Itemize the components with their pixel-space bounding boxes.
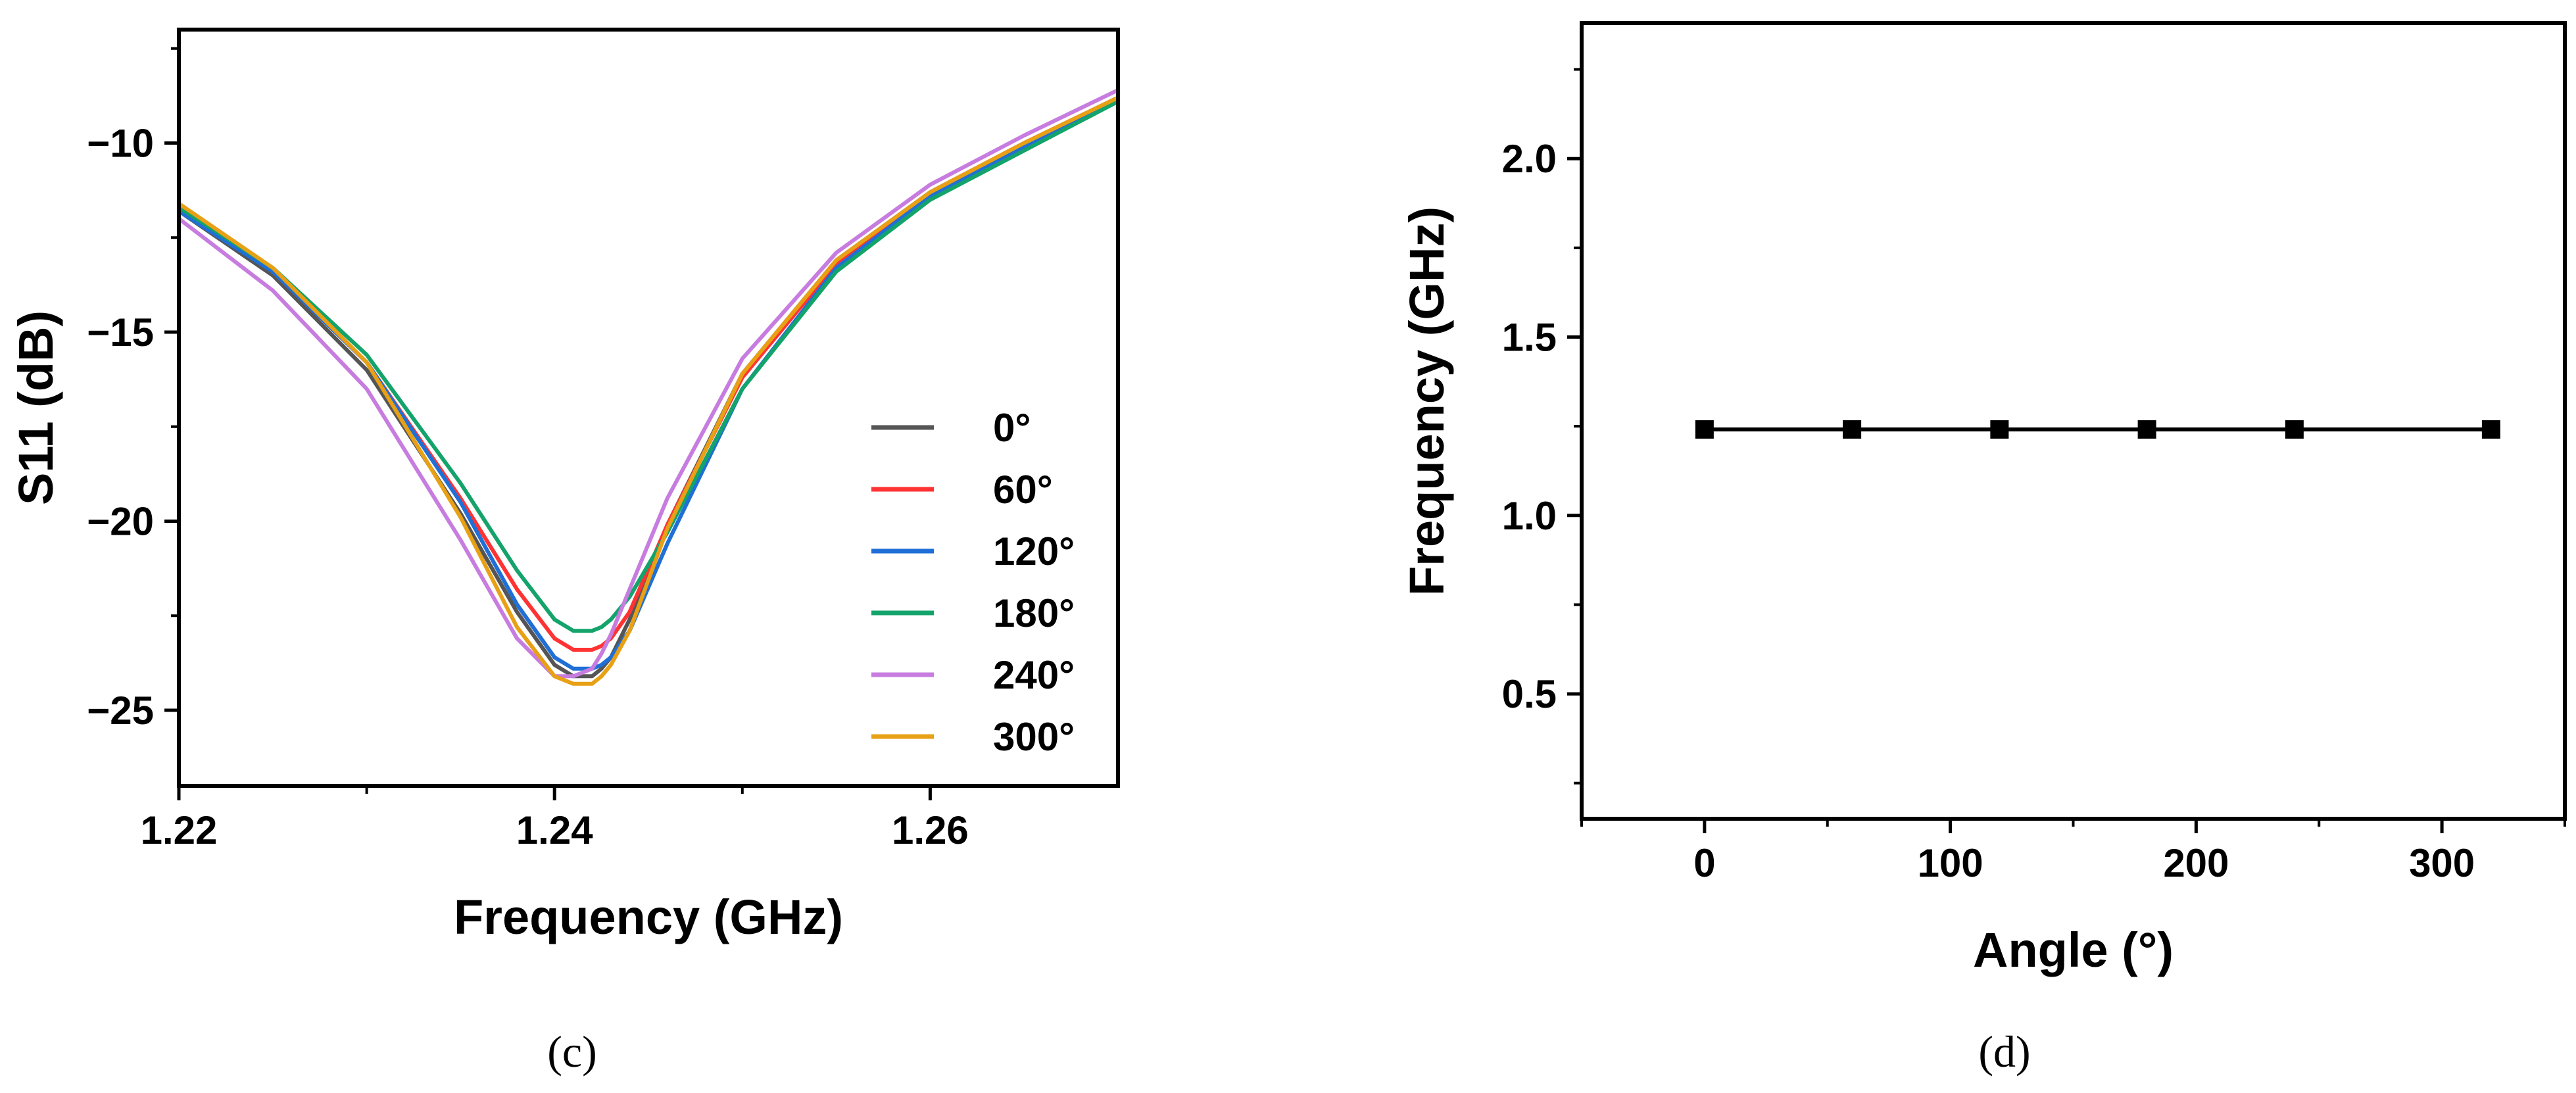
d-data-point bbox=[1843, 420, 1862, 439]
d-x-tick-label: 200 bbox=[2163, 841, 2229, 885]
c-axes-group: 1.22 1.24 1.26 −10 −15 −20 −25 bbox=[87, 47, 969, 852]
c-y-tick-label: −15 bbox=[87, 310, 154, 354]
c-y-axis-title: S11 (dB) bbox=[9, 310, 63, 505]
d-data-point bbox=[1695, 420, 1714, 439]
d-x-tick-label: 100 bbox=[1918, 841, 1983, 885]
c-series-line-5 bbox=[178, 95, 1119, 686]
d-data-point bbox=[2481, 420, 2500, 439]
c-x-tick-label: 1.24 bbox=[516, 808, 593, 852]
d-plot-frame bbox=[1580, 21, 2567, 821]
d-panel-label: (d) bbox=[1978, 1027, 2030, 1077]
c-y-tick-label: −25 bbox=[87, 689, 154, 733]
panel-c-chart: 1.22 1.24 1.26 −10 −15 −20 −25 Frequency (GHz)… bbox=[9, 28, 1120, 1077]
c-legend: 0° 60° 120° 180° 240° 300° bbox=[871, 406, 1075, 759]
c-legend-label-3: 180° bbox=[993, 591, 1075, 635]
c-y-tick-label: −10 bbox=[87, 122, 154, 166]
c-panel-label: (c) bbox=[547, 1027, 596, 1077]
d-axes-group: 0 100 200 300 0.5 1.0 1.5 2.0 bbox=[1502, 68, 2566, 885]
c-series-line-2 bbox=[178, 99, 1119, 671]
c-x-tick-label: 1.22 bbox=[141, 808, 218, 852]
c-y-tick-label: −20 bbox=[87, 500, 154, 544]
c-x-axis-title: Frequency (GHz) bbox=[454, 890, 843, 944]
d-x-axis-title: Angle (°) bbox=[1973, 923, 2174, 977]
d-data-point bbox=[1990, 420, 2009, 439]
d-y-tick-label: 0.5 bbox=[1502, 672, 1557, 716]
c-series-group bbox=[178, 88, 1119, 686]
d-y-tick-label: 1.5 bbox=[1502, 315, 1557, 359]
d-x-tick-label: 0 bbox=[1693, 841, 1715, 885]
c-x-tick-label: 1.26 bbox=[892, 808, 969, 852]
d-data-point bbox=[2285, 420, 2304, 439]
panel-d-chart: 0 100 200 300 0.5 1.0 1.5 2.0 Angle (°) Frequen… bbox=[1399, 21, 2567, 1077]
d-y-tick-label: 2.0 bbox=[1502, 137, 1557, 181]
d-series-group bbox=[1695, 420, 2500, 439]
c-legend-label-4: 240° bbox=[993, 653, 1075, 697]
c-series-line-4 bbox=[178, 88, 1119, 679]
d-y-axis-title: Frequency (GHz) bbox=[1399, 206, 1454, 596]
d-x-tick-label: 300 bbox=[2409, 841, 2475, 885]
c-legend-label-1: 60° bbox=[993, 468, 1053, 512]
c-series-line-3 bbox=[178, 99, 1119, 633]
d-data-point bbox=[2137, 420, 2156, 439]
c-legend-label-0: 0° bbox=[993, 406, 1031, 450]
c-legend-label-2: 120° bbox=[993, 529, 1075, 573]
c-legend-label-5: 300° bbox=[993, 715, 1075, 759]
c-plot-frame bbox=[177, 28, 1120, 788]
d-y-tick-label: 1.0 bbox=[1502, 494, 1557, 538]
